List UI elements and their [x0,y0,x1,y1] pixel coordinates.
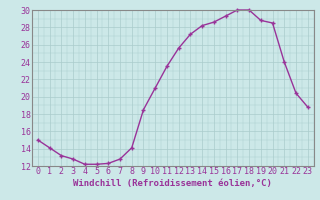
X-axis label: Windchill (Refroidissement éolien,°C): Windchill (Refroidissement éolien,°C) [73,179,272,188]
